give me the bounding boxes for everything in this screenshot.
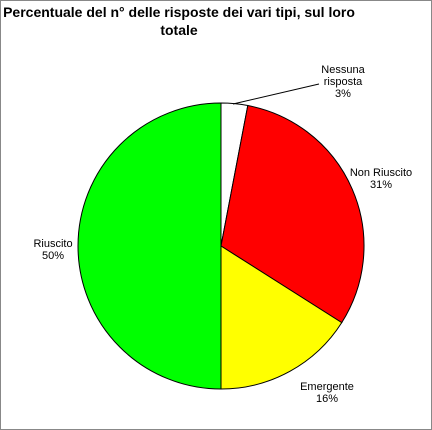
- slice-label: Nessuna risposta 3%: [308, 64, 378, 100]
- chart-title: Percentuale del n° delle risposte dei va…: [3, 4, 355, 38]
- pie-slice: [77, 102, 222, 390]
- category-label: Nessuna risposta: [321, 64, 365, 88]
- slice-label: Riuscito 50%: [18, 238, 88, 262]
- category-label: Non Riuscito: [349, 167, 413, 179]
- value-label: 16%: [315, 393, 339, 405]
- category-label: Riuscito: [33, 238, 73, 250]
- slice-label: Non Riuscito 31%: [346, 167, 416, 191]
- category-label: Emergente: [300, 381, 354, 393]
- value-label: 3%: [335, 88, 351, 100]
- pie-slice: [220, 245, 343, 390]
- slice-label: Emergente 16%: [292, 381, 362, 405]
- value-label: 31%: [369, 179, 393, 191]
- leader-line: [232, 83, 320, 105]
- value-label: 50%: [41, 250, 65, 262]
